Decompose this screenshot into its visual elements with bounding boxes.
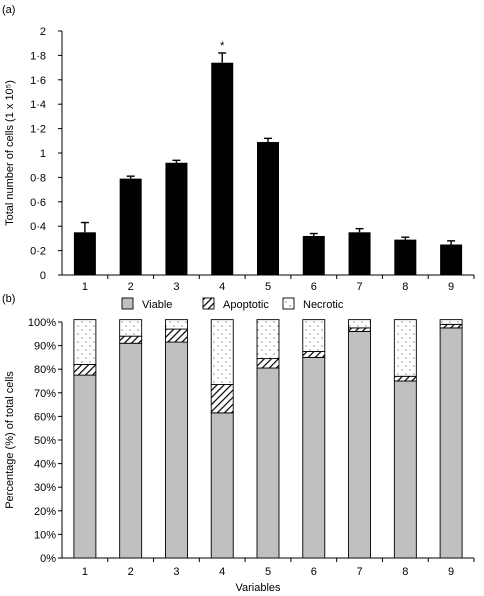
panel-a-bar bbox=[73, 232, 96, 275]
panel-b-bar-segment-necrotic bbox=[210, 319, 234, 385]
panel-b-legend-label-apoptotic: Apoptotic bbox=[223, 299, 269, 311]
panel-a-y-tick-label: 1·4 bbox=[30, 99, 46, 111]
panel-a-bar bbox=[302, 235, 325, 275]
panel-a-x-tick-label: 7 bbox=[356, 281, 362, 293]
panel-a-bar bbox=[394, 239, 417, 275]
panel-b-x-tick-label: 8 bbox=[402, 566, 408, 578]
panel-b-y-tick-label: 0% bbox=[40, 553, 56, 565]
panel-b-bar-segment-necrotic bbox=[256, 319, 280, 360]
panel-b-bar-segment-necrotic bbox=[439, 319, 463, 325]
panel-b-y-tick-label: 20% bbox=[34, 506, 56, 518]
panel-b-bar-segment-necrotic bbox=[73, 319, 97, 365]
panel-b-bar-segment-apoptotic bbox=[210, 384, 234, 414]
panel-b-x-tick-label: 7 bbox=[356, 566, 362, 578]
panel-b-bar-segment-apoptotic bbox=[439, 323, 463, 329]
panel-b-bar-segment-viable bbox=[393, 380, 417, 559]
panel-a-label: (a) bbox=[2, 4, 15, 16]
panel-a-x-tick-label: 6 bbox=[311, 281, 317, 293]
panel-b-label: (b) bbox=[2, 293, 15, 305]
panel-a-bar bbox=[165, 162, 188, 275]
panel-a-axes: 0 0·2 0·4 0·6 0·8 1 1·2 1·4 1·6 1·8 2 1 2 3 4 5 6 7 8 9 bbox=[30, 26, 475, 293]
panel-b-x-tick-label: 6 bbox=[311, 566, 317, 578]
panel-a-y-tick-label: 1 bbox=[40, 148, 46, 160]
panel-b-bar-segment-necrotic bbox=[164, 319, 188, 330]
panel-a-bar-chart: (a) Total number of cells (1 x 10⁵) 0 0·2… bbox=[2, 4, 475, 293]
panel-a-x-tick-label: 5 bbox=[265, 281, 271, 293]
panel-b-x-tick-label: 5 bbox=[265, 566, 271, 578]
panel-b-x-tick-label: 4 bbox=[219, 566, 225, 578]
panel-b-x-tick-label: 2 bbox=[128, 566, 134, 578]
panel-b-bar-segment-viable bbox=[164, 341, 188, 559]
panel-b-x-tick-label: 9 bbox=[448, 566, 454, 578]
panel-b-bar-segment-viable bbox=[302, 356, 326, 559]
panel-b-y-tick-label: 30% bbox=[34, 482, 56, 494]
panel-b-legend-label-viable: Viable bbox=[142, 299, 172, 311]
panel-b-bar-segment-apoptotic bbox=[73, 364, 97, 376]
panel-b-legend-label-necrotic: Necrotic bbox=[303, 299, 344, 311]
panel-b-bar-segment-viable bbox=[348, 330, 372, 559]
panel-a-x-tick-label: 3 bbox=[173, 281, 179, 293]
panel-a-significance-mark: * bbox=[220, 40, 225, 52]
panel-b-bar-segment-necrotic bbox=[302, 319, 326, 352]
panel-b-y-tick-label: 80% bbox=[34, 364, 56, 376]
panel-b-y-tick-label: 70% bbox=[34, 388, 56, 400]
panel-a-y-axis-label: Total number of cells (1 x 10⁵) bbox=[4, 80, 16, 226]
panel-a-y-tick-label: 0 bbox=[40, 270, 46, 282]
panel-a-x-tick-label: 2 bbox=[128, 281, 134, 293]
panel-b-legend-swatch-viable bbox=[121, 297, 134, 310]
panel-a-bars: * bbox=[73, 40, 463, 275]
panel-b-bar-segment-apoptotic bbox=[164, 328, 188, 343]
panel-b-bar-segment-viable bbox=[256, 367, 280, 559]
panel-a-x-tick-label: 8 bbox=[402, 281, 408, 293]
panel-b-legend: Viable Apoptotic Necrotic bbox=[121, 297, 344, 311]
panel-b-bar-segment-necrotic bbox=[393, 319, 417, 377]
panel-a-bar bbox=[119, 178, 142, 275]
panel-a-y-tick-label: 2 bbox=[40, 26, 46, 38]
panel-b-stacked-bar-chart: (b) Percentage (%) of total cells Variab… bbox=[2, 293, 475, 594]
panel-b-bar-segment-apoptotic bbox=[302, 351, 326, 358]
panel-b-y-tick-label: 90% bbox=[34, 341, 56, 353]
panel-b-legend-swatch-apoptotic bbox=[202, 297, 215, 310]
panel-a-y-tick-label: 0·4 bbox=[30, 221, 46, 233]
panel-b-x-tick-label: 1 bbox=[82, 566, 88, 578]
panel-b-bar-segment-viable bbox=[73, 374, 97, 559]
panel-b-bar-segment-viable bbox=[119, 342, 143, 559]
panel-a-y-tick-label: 1·2 bbox=[30, 124, 46, 136]
panel-a-bar bbox=[257, 142, 279, 275]
panel-a-bar bbox=[211, 62, 234, 275]
panel-b-y-tick-label: 60% bbox=[34, 411, 56, 423]
panel-b-bar-segment-necrotic bbox=[348, 319, 372, 329]
panel-b-x-axis-label: Variables bbox=[235, 582, 281, 594]
panel-a-bar bbox=[440, 244, 463, 275]
panel-b-x-tick-label: 3 bbox=[173, 566, 179, 578]
panel-b-bar-segment-apoptotic bbox=[119, 335, 143, 344]
panel-a-x-tick-label: 9 bbox=[448, 281, 454, 293]
panel-a-y-tick-label: 1·8 bbox=[30, 50, 46, 62]
panel-b-bars bbox=[73, 319, 463, 559]
panel-b-y-tick-label: 50% bbox=[34, 435, 56, 447]
panel-b-y-tick-label: 40% bbox=[34, 459, 56, 471]
panel-a-x-tick-label: 4 bbox=[219, 281, 225, 293]
panel-b-bar-segment-necrotic bbox=[119, 319, 143, 337]
panel-b-bar-segment-apoptotic bbox=[393, 375, 417, 382]
panel-b-y-tick-label: 10% bbox=[34, 529, 56, 541]
panel-b-legend-swatch-necrotic bbox=[282, 297, 295, 310]
panel-a-y-tick-label: 1·6 bbox=[30, 75, 46, 87]
panel-a-y-tick-label: 0·8 bbox=[30, 172, 46, 184]
panel-a-bar bbox=[348, 232, 371, 275]
panel-b-y-tick-label: 100% bbox=[28, 317, 56, 329]
panel-a-y-tick-label: 0·2 bbox=[30, 246, 46, 258]
panel-b-y-axis-label: Percentage (%) of total cells bbox=[4, 371, 16, 509]
panel-a-x-tick-label: 1 bbox=[82, 281, 88, 293]
panel-b-bar-segment-apoptotic bbox=[256, 358, 280, 369]
panel-a-y-tick-label: 0·6 bbox=[30, 197, 46, 209]
panel-b-bar-segment-viable bbox=[210, 412, 234, 559]
panel-b-bar-segment-apoptotic bbox=[348, 327, 372, 332]
panel-b-bar-segment-viable bbox=[439, 327, 463, 559]
